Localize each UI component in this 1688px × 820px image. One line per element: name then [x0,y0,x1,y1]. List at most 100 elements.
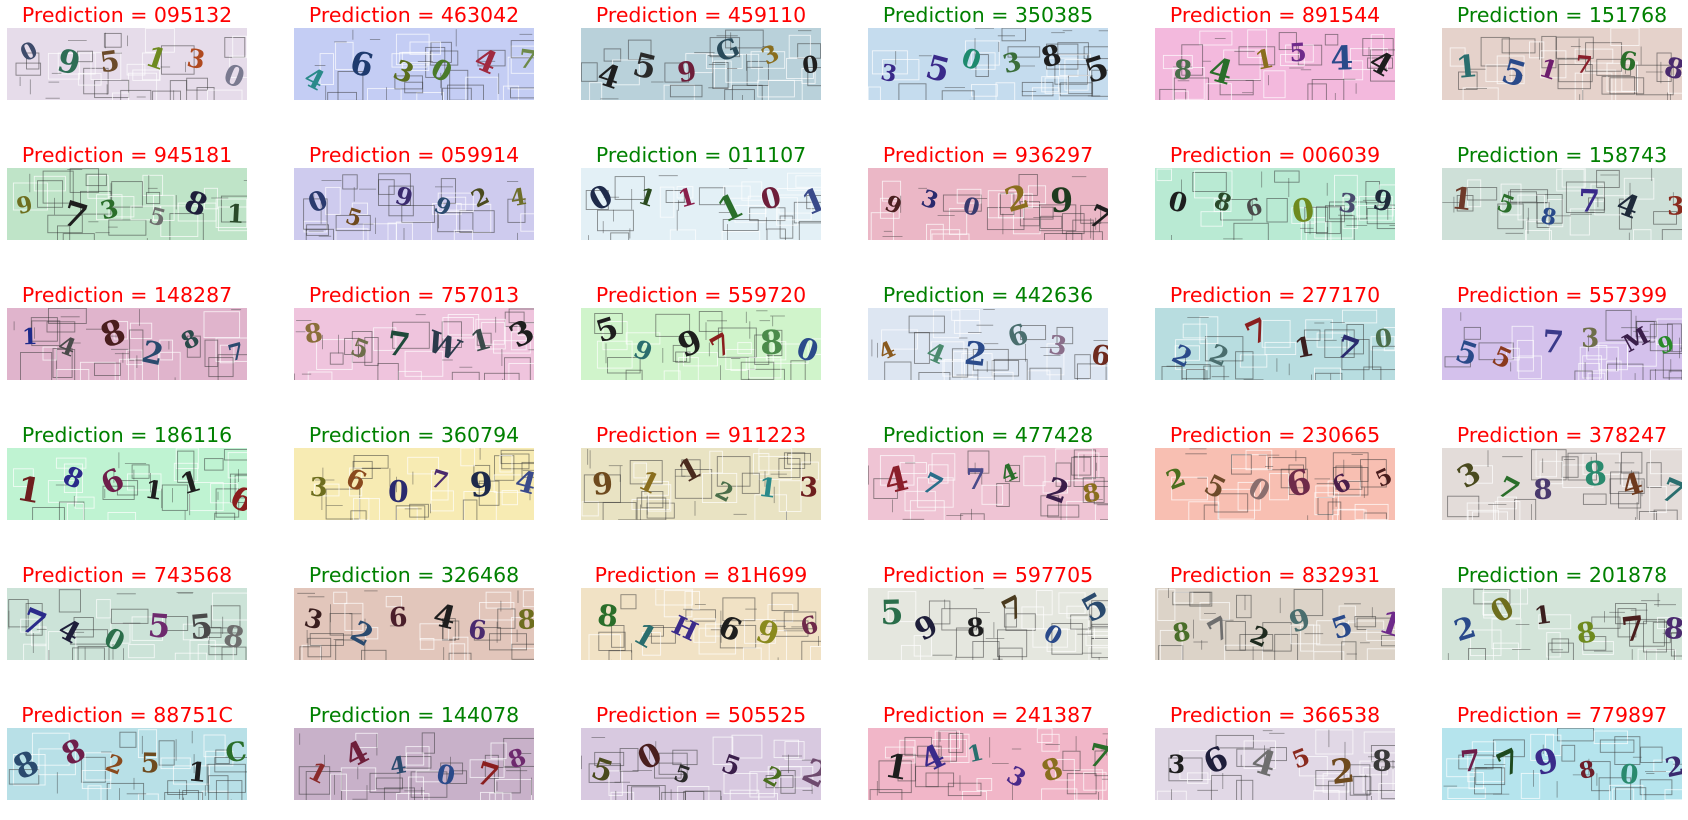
captcha-char: 8 [1173,55,1193,87]
captcha-char: 7 [1459,743,1483,779]
captcha-char: 5 [188,606,215,647]
prediction-panel: Prediction = 891544 8 4 1 5 4 4 [1155,0,1395,120]
prediction-panel: Prediction = 88751C 8 8 2 5 1 C [7,700,247,820]
captcha-noise [585,168,821,240]
prediction-title: Prediction = 360794 [308,423,520,447]
captcha-char: 3 [879,60,899,88]
captcha-char: 3 [1667,191,1682,221]
captcha-char: 6 [1616,46,1639,79]
captcha-char: 1 [1449,181,1474,218]
prediction-title: Prediction = 597705 [882,563,1094,587]
prediction-panel: Prediction = 158743 1 5 8 7 4 3 [1442,140,1682,260]
prediction-title: Prediction = 743568 [21,563,233,587]
captcha-background [581,168,821,240]
captcha-char: 8 [517,604,534,636]
prediction-panel: Prediction = 241387 1 4 1 3 8 7 [868,700,1108,820]
captcha-char: 5 [1288,38,1307,68]
captcha-char: 8 [965,611,986,643]
prediction-panel: Prediction = 559720 5 9 9 7 8 0 [581,280,821,400]
captcha-noise [294,308,534,380]
captcha-char: 6 [1090,339,1108,373]
captcha-char: 3 [98,193,122,225]
captcha-noise [869,728,1108,800]
prediction-panel: Prediction = 945181 9 7 3 5 8 1 [7,140,247,260]
captcha-noise [1171,448,1389,520]
captcha-background [868,588,1108,660]
captcha-background [868,448,1108,520]
prediction-panel: Prediction = 832931 8 7 2 9 5 1 [1155,560,1395,680]
captcha-background [1155,728,1395,800]
captcha-noise [1161,309,1395,380]
prediction-title: Prediction = 557399 [1456,283,1668,307]
prediction-panel: Prediction = 230665 2 5 0 6 6 5 [1155,420,1395,540]
prediction-title: Prediction = 011107 [595,143,807,167]
captcha-noise [1159,29,1395,100]
captcha-noise [1449,28,1682,100]
captcha-char: 1 [675,182,699,213]
captcha-noise [13,448,247,520]
captcha-background [7,728,247,800]
captcha-noise [314,29,534,100]
captcha-noise [581,734,821,800]
captcha-char: 5 [140,748,159,779]
prediction-panel: Prediction = 011107 0 1 1 1 0 1 [581,140,821,260]
prediction-title: Prediction = 81H699 [594,563,808,587]
captcha-char: 3 [1167,749,1186,780]
captcha-char: 8 [1582,453,1608,494]
captcha-char: 8 [596,597,620,634]
captcha-char: 1 [226,198,245,229]
captcha-char: 8 [1539,203,1559,231]
prediction-title: Prediction = 350385 [882,3,1094,27]
captcha-noise [15,28,247,100]
captcha-char: 1 [1253,44,1277,77]
captcha-noise [870,174,1108,240]
captcha-background [581,28,821,100]
captcha-noise [1443,728,1682,800]
captcha-char: 9 [392,180,416,212]
captcha-char: 3 [1047,330,1069,362]
captcha-char: 5 [147,606,172,646]
captcha-char: 5 [98,44,122,79]
prediction-title: Prediction = 911223 [595,423,807,447]
captcha-char: 8 [1533,473,1553,507]
captcha-char: 1 [757,472,779,505]
prediction-title: Prediction = 779897 [1456,703,1668,727]
captcha-char: 3 [1581,323,1600,354]
captcha-noise [1447,449,1682,520]
captcha-char: 1 [187,756,208,789]
captcha-noise [871,309,1108,380]
captcha-char: 9 [14,191,35,220]
captcha-noise [1444,309,1682,380]
prediction-title: Prediction = 059914 [308,143,520,167]
prediction-panel: Prediction = 81H699 8 1 H 6 9 6 [581,560,821,680]
captcha-char: 4 [1330,38,1354,78]
captcha-char: 7 [1574,49,1594,80]
prediction-title: Prediction = 88751C [21,703,233,727]
captcha-char: 8 [759,322,785,362]
captcha-char: 7 [1619,607,1647,649]
captcha-char: 7 [1084,737,1108,777]
captcha-char: 0 [434,759,458,793]
prediction-title: Prediction = 366538 [1169,703,1381,727]
prediction-title: Prediction = 186116 [21,423,233,447]
captcha-char: 3 [309,473,328,504]
captcha-char: 0 [801,51,819,79]
prediction-panel: Prediction = 326468 3 2 6 4 6 8 [294,560,534,680]
captcha-char: 9 [1049,180,1074,220]
captcha-char: 1 [1455,48,1480,86]
prediction-title: Prediction = 505525 [595,703,807,727]
